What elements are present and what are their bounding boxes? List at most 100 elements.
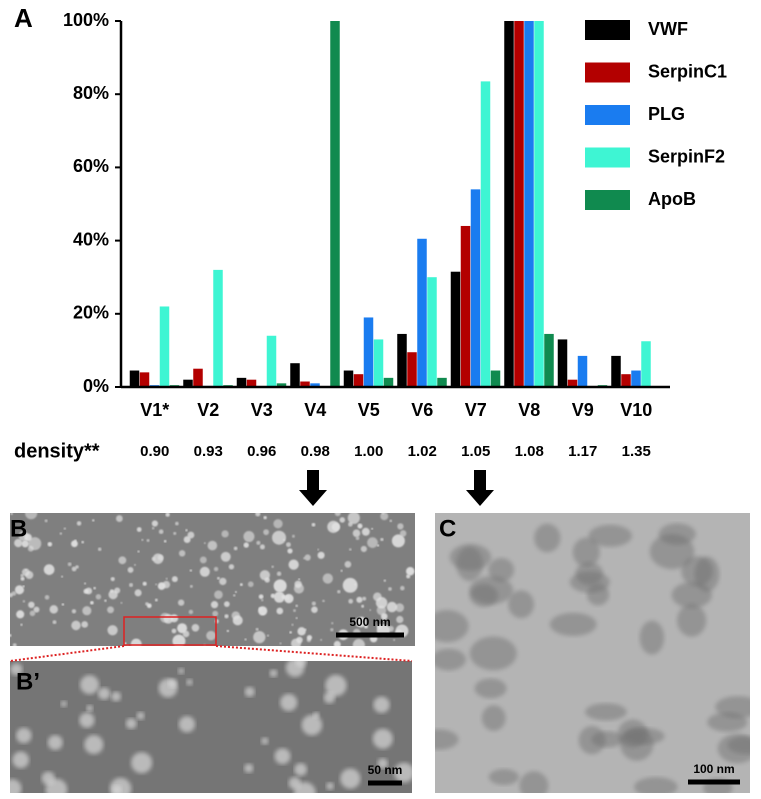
- particle: [715, 696, 750, 719]
- legend-label: VWF: [648, 19, 688, 39]
- particle: [244, 763, 254, 773]
- particle: [141, 538, 144, 541]
- density-value: 1.00: [354, 443, 383, 460]
- particle: [357, 523, 363, 529]
- particle: [47, 735, 63, 751]
- particle: [10, 779, 22, 793]
- particle: [95, 594, 102, 600]
- particle: [340, 768, 361, 789]
- x-tick-label: V1*: [140, 400, 169, 420]
- particle: [326, 782, 334, 790]
- y-tick-label: 0%: [83, 376, 109, 396]
- particle: [293, 609, 296, 612]
- particle: [435, 610, 469, 643]
- particle: [394, 762, 412, 783]
- density-value: 0.90: [140, 443, 169, 460]
- particle: [130, 638, 142, 646]
- arrow: [466, 470, 494, 506]
- particle: [84, 735, 104, 755]
- particle: [14, 538, 23, 548]
- particle: [25, 513, 38, 520]
- density-value: 0.98: [301, 443, 330, 460]
- particle: [369, 609, 372, 612]
- particle: [320, 638, 323, 641]
- scale-label: 100 nm: [693, 762, 734, 776]
- particle: [228, 564, 235, 570]
- particle: [367, 537, 378, 548]
- particle: [337, 590, 341, 594]
- bar: [450, 271, 461, 387]
- particle: [20, 576, 25, 581]
- particle: [151, 520, 159, 527]
- particle: [395, 603, 405, 613]
- particle: [330, 628, 334, 632]
- particle: [481, 705, 506, 731]
- particle: [157, 582, 166, 590]
- particle: [115, 515, 123, 522]
- bar: [631, 370, 641, 387]
- particle: [348, 598, 354, 604]
- particle: [572, 537, 600, 567]
- x-tick-label: V7: [465, 400, 487, 420]
- particle: [253, 630, 266, 644]
- particle: [304, 554, 311, 561]
- particle: [358, 619, 363, 624]
- particle: [282, 538, 285, 541]
- y-tick-label: 100%: [63, 10, 109, 30]
- particle: [274, 748, 291, 765]
- bar: [129, 370, 140, 387]
- particle: [111, 691, 122, 702]
- particle: [469, 636, 517, 671]
- density-value: 1.17: [568, 443, 597, 460]
- particle: [129, 583, 134, 588]
- particle: [276, 571, 282, 576]
- bar: [534, 21, 544, 387]
- zoom-box: [123, 616, 217, 646]
- legend-label: SerpinF2: [648, 146, 725, 166]
- arrow: [299, 470, 327, 506]
- particle: [287, 548, 293, 554]
- particle: [167, 678, 178, 688]
- bar: [577, 355, 588, 387]
- particle: [233, 546, 238, 551]
- particle: [45, 778, 68, 793]
- particle: [61, 603, 65, 606]
- particle: [488, 557, 515, 582]
- particle: [549, 612, 597, 636]
- particle: [263, 516, 267, 520]
- particle: [212, 610, 219, 617]
- particle: [158, 529, 164, 535]
- bar: [183, 379, 193, 387]
- particle: [183, 536, 191, 544]
- bar: [236, 377, 247, 387]
- particle: [325, 674, 347, 697]
- particle: [52, 620, 57, 625]
- particle: [199, 556, 207, 564]
- particle: [289, 631, 292, 634]
- bar: [246, 379, 257, 387]
- particle: [107, 606, 114, 614]
- particle: [110, 576, 115, 582]
- particle: [71, 566, 77, 572]
- particle: [285, 661, 305, 678]
- particle: [173, 531, 177, 535]
- bar: [300, 381, 310, 387]
- particle: [273, 579, 287, 593]
- particle: [133, 563, 136, 566]
- particle: [24, 569, 27, 572]
- particle: [247, 581, 254, 588]
- bar: [490, 370, 501, 387]
- particle: [317, 548, 320, 551]
- particle: [206, 630, 216, 641]
- particle: [12, 751, 30, 769]
- particle: [189, 584, 193, 588]
- particle: [519, 771, 549, 793]
- particle: [322, 599, 325, 603]
- particle: [261, 598, 264, 602]
- particle: [114, 587, 121, 594]
- particle: [92, 519, 95, 522]
- particle: [380, 513, 389, 521]
- particle: [165, 577, 168, 580]
- particle: [226, 629, 230, 633]
- bar: [290, 363, 300, 387]
